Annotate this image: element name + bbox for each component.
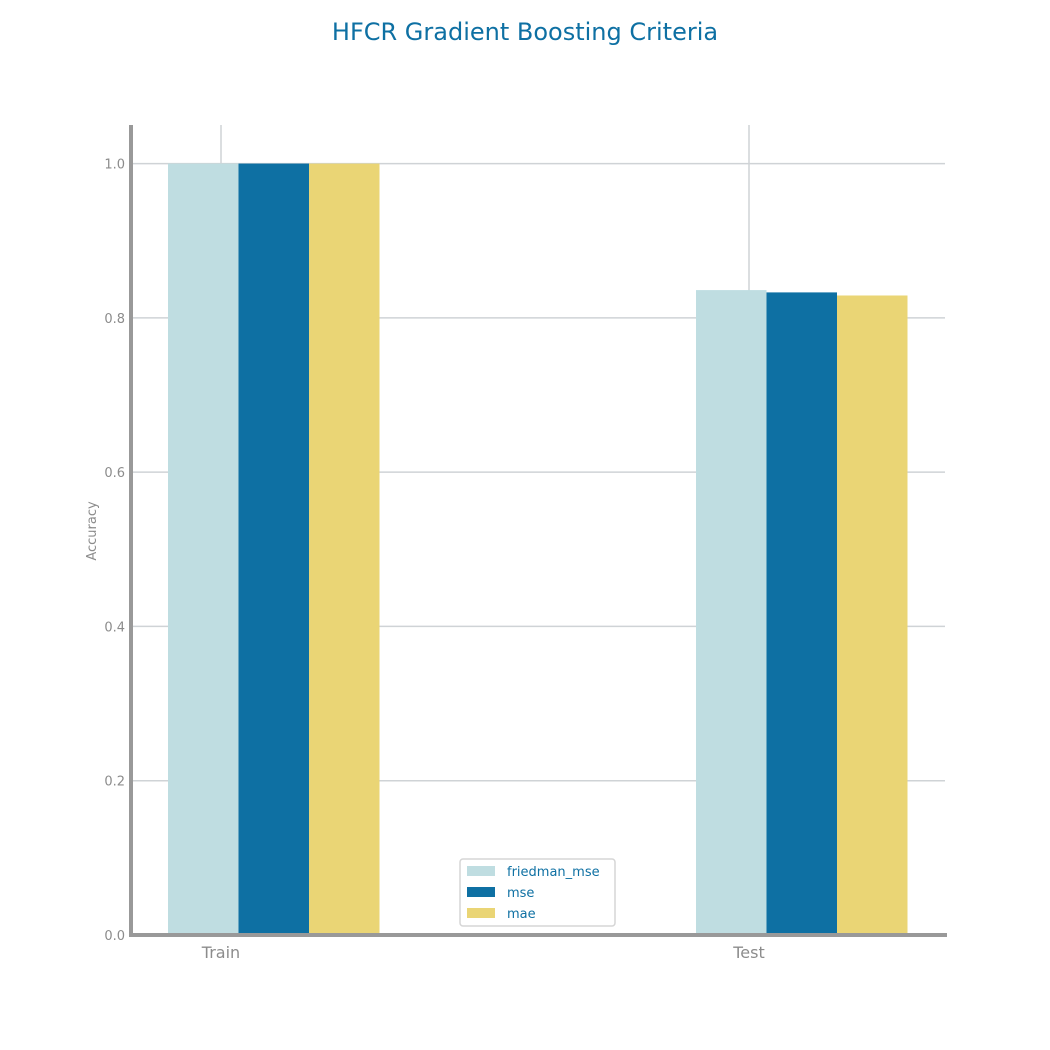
bar-friedman_mse-test	[696, 290, 767, 936]
legend-swatch-mae	[467, 908, 495, 918]
bar-mae-train	[309, 163, 380, 936]
bar-mse-train	[238, 163, 309, 936]
bars	[168, 163, 908, 936]
y-tick-label: 0.0	[104, 929, 125, 944]
x-tick-label: Train	[201, 943, 240, 962]
y-tick-label: 0.8	[104, 312, 125, 327]
axes	[129, 125, 947, 937]
bar-mae-test	[837, 295, 908, 935]
y-axis-label: Accuracy	[85, 501, 100, 561]
legend-swatch-mse	[467, 887, 495, 897]
legend-label-mae: mae	[507, 907, 536, 922]
legend-box	[459, 858, 616, 927]
y-tick-label: 0.6	[104, 466, 125, 481]
bar-mse-test	[766, 292, 837, 935]
x-tick-label: Test	[732, 943, 765, 962]
tick-labels: 0.0 0.2 0.4 0.6 0.8 1.0 Train Test	[104, 158, 764, 962]
legend-swatch-friedman_mse	[467, 866, 495, 876]
y-tick-label: 1.0	[104, 158, 125, 173]
legend-label-friedman_mse: friedman_mse	[507, 865, 600, 880]
y-tick-label: 0.2	[104, 775, 125, 790]
legend-label-mse: mse	[507, 886, 534, 901]
y-tick-label: 0.4	[104, 620, 125, 635]
bar-friedman_mse-train	[168, 163, 239, 936]
chart-title: HFCR Gradient Boosting Criteria	[332, 18, 718, 46]
